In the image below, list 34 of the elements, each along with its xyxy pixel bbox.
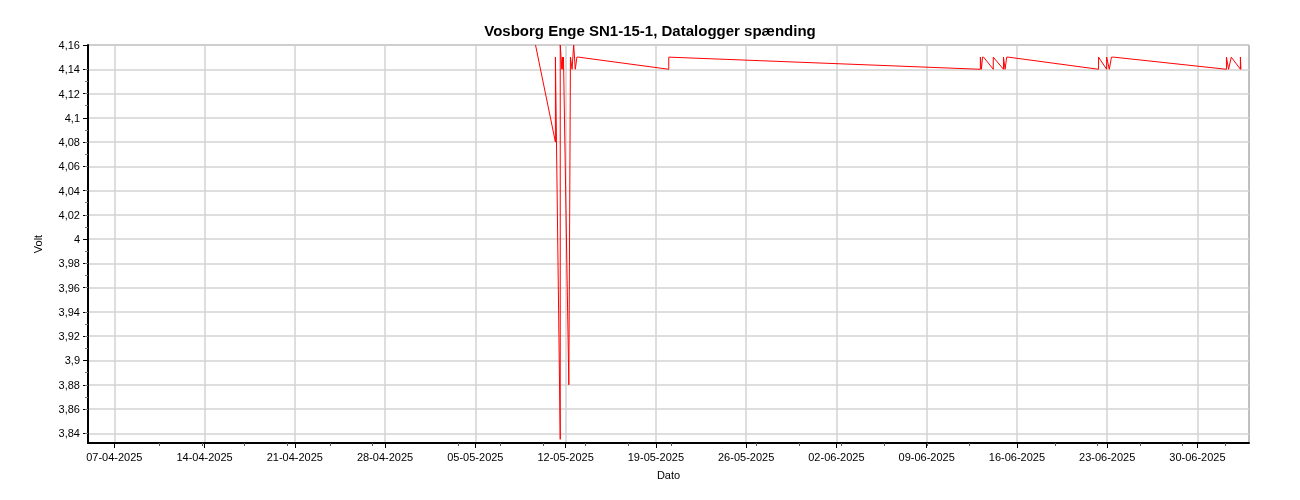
y-tick-label: 4,14 [58, 63, 80, 76]
y-tick-label: 3,86 [58, 403, 80, 416]
x-axis-title: Dato [656, 468, 681, 481]
y-tick-label: 4,04 [58, 184, 80, 197]
y-tick-label: 3,96 [58, 281, 80, 294]
x-tick-label: 09-06-2025 [898, 450, 955, 463]
x-tick-label: 05-05-2025 [447, 450, 504, 463]
line-series [535, 44, 1242, 440]
y-axis-title: Volt [31, 234, 44, 254]
y-tick-label: 3,84 [58, 427, 80, 440]
x-tick-label: 30-06-2025 [1169, 450, 1226, 463]
x-tick-label: 28-04-2025 [356, 450, 414, 463]
x-tick-label: 16-06-2025 [988, 450, 1046, 463]
y-tick-label: 3,94 [58, 305, 80, 318]
y-tick-label: 3,9 [64, 354, 80, 367]
chart-title: Vosborg Enge SN1-15-1, Datalogger spænding [484, 22, 816, 39]
y-tick-label: 4,06 [58, 160, 80, 173]
x-tick-label: 02-06-2025 [808, 450, 865, 463]
x-tick-label: 14-04-2025 [176, 450, 233, 463]
y-tick-label: 4 [73, 233, 80, 246]
y-tick-label: 3,92 [58, 330, 80, 343]
x-tick-label: 26-05-2025 [717, 450, 775, 463]
x-tick-label: 23-06-2025 [1079, 450, 1136, 463]
x-tick-label: 21-04-2025 [266, 450, 323, 463]
y-tick-label: 4,02 [58, 208, 80, 221]
x-tick-label: 19-05-2025 [627, 450, 685, 463]
y-tick-label: 3,88 [58, 378, 80, 391]
y-tick-label: 4,08 [58, 136, 80, 149]
y-tick-label: 4,16 [58, 39, 80, 51]
y-tick-label: 4,1 [64, 111, 80, 124]
x-tick-label: 07-04-2025 [86, 450, 143, 463]
x-tick-label: 12-05-2025 [537, 450, 594, 463]
y-tick-label: 3,98 [58, 257, 80, 270]
y-tick-label: 4,12 [58, 87, 80, 100]
